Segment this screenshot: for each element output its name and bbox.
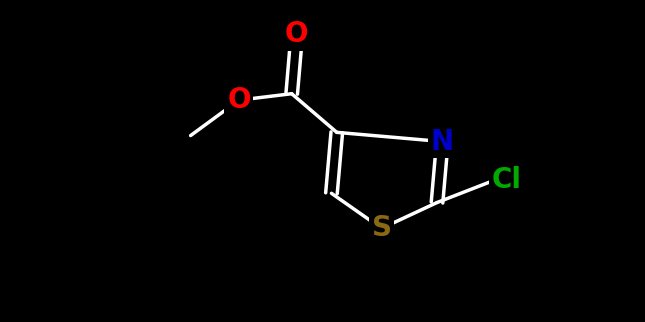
Text: O: O — [227, 86, 251, 114]
Text: O: O — [284, 21, 308, 48]
Text: S: S — [372, 214, 392, 242]
Text: N: N — [431, 128, 454, 156]
Text: Cl: Cl — [491, 166, 522, 194]
